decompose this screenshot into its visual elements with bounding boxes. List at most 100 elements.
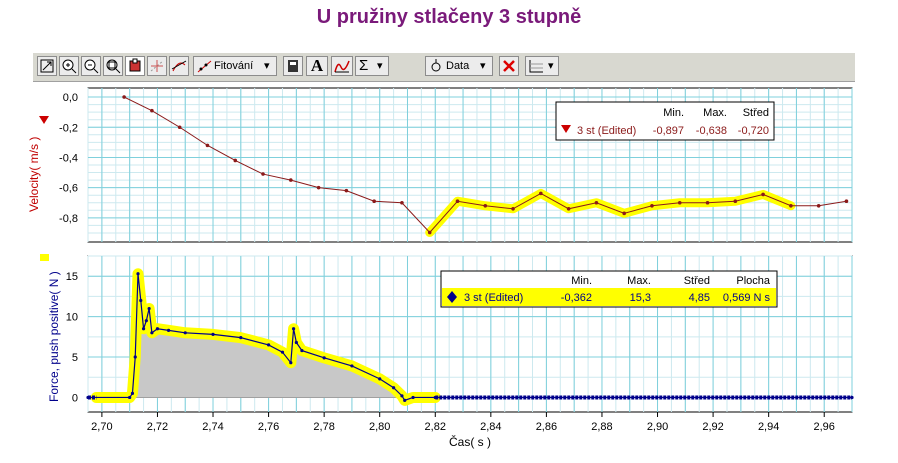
examine-icon[interactable] [125, 56, 145, 76]
velocity-data-point [594, 200, 599, 205]
x-tick-label: 2,70 [91, 421, 112, 433]
force-data-point [130, 391, 135, 396]
force-series [86, 272, 854, 402]
velocity-data-point [705, 200, 710, 205]
force-data-point [291, 327, 296, 331]
force-data-point [166, 328, 171, 332]
curve-fit-label: Fitování [214, 60, 254, 72]
y-tick-label: 5 [72, 352, 78, 364]
legend-value-mean: 4,85 [689, 292, 710, 304]
legend-header-mean: Střed [684, 275, 710, 287]
velocity-series-marker-icon [39, 116, 49, 124]
velocity-data-point [372, 199, 376, 204]
force-data-point [400, 394, 404, 398]
chevron-down-icon: ▾ [480, 60, 486, 72]
velocity-data-point [511, 206, 515, 211]
legend-value-max: -0,638 [696, 125, 727, 137]
legend-header-min: Min. [663, 107, 684, 119]
curve-fit-button[interactable]: Fitování ▾ [193, 56, 277, 76]
force-legend[interactable]: Min. Max. Střed Plocha 3 st (Edited) -0,… [440, 270, 778, 308]
x-tick-label: 2,96 [814, 421, 835, 433]
interpolate-icon[interactable] [147, 56, 167, 76]
force-y-tick-labels: 15 10 5 0 [66, 271, 78, 404]
force-data-point [147, 306, 151, 311]
x-tick-label: 2,88 [591, 421, 612, 433]
graph-toolbar: Fitování ▾ A Σ ▾ Data ▾ ▾ [33, 52, 855, 82]
force-series-marker-highlight [40, 254, 49, 261]
force-data-point [280, 350, 285, 354]
velocity-data-point [205, 143, 210, 148]
statistics-button[interactable]: Σ ▾ [355, 56, 389, 76]
graph-options-icon [529, 60, 543, 73]
velocity-data-point [622, 211, 626, 216]
zoom-out-icon[interactable] [81, 56, 101, 76]
force-data-point [150, 331, 154, 335]
force-data-point [378, 377, 382, 381]
velocity-data-point [816, 203, 821, 208]
legend-value-max: 15,3 [630, 292, 651, 304]
force-data-point [850, 395, 854, 400]
y-tick-label: 0,0 [63, 92, 78, 104]
force-data-point [136, 272, 140, 276]
velocity-data-point [844, 199, 849, 204]
data-set-label: Data [446, 60, 470, 72]
velocity-data-point [566, 206, 571, 211]
velocity-data-point [455, 199, 460, 204]
graph-options-button[interactable]: ▾ [525, 56, 559, 76]
velocity-data-point [539, 191, 543, 196]
legend-value-area: 0,569 N s [723, 292, 771, 304]
force-data-point [133, 355, 137, 359]
autoscale-icon[interactable] [37, 56, 57, 76]
x-tick-label: 2,76 [258, 421, 279, 433]
time-x-axis-label: Čas( s ) [449, 434, 491, 449]
curve-fit-icon [197, 60, 212, 73]
remove-icon[interactable] [499, 56, 519, 76]
tangent-icon[interactable] [169, 56, 189, 76]
chevron-down-icon: ▾ [264, 60, 270, 72]
velocity-data-point [761, 192, 765, 197]
force-data-point [139, 298, 143, 303]
zoom-box-icon[interactable] [103, 56, 123, 76]
force-data-point [350, 364, 354, 368]
data-set-button[interactable]: Data ▾ [425, 56, 493, 76]
x-tick-label: 2,72 [147, 421, 168, 433]
x-tick-label: 2,80 [369, 421, 390, 433]
force-legend-highlight [442, 288, 776, 306]
legend-series-label: 3 st (Edited) [577, 125, 636, 137]
x-tick-label: 2,86 [536, 421, 557, 433]
force-data-point [289, 361, 293, 365]
y-tick-label: -0,8 [59, 213, 78, 225]
force-y-axis-label: Force, push positive( N ) [47, 271, 61, 402]
force-data-point [128, 395, 132, 400]
velocity-data-point [789, 203, 793, 208]
legend-value-min: -0,362 [561, 292, 592, 304]
velocity-legend-marker-icon [561, 125, 571, 133]
velocity-data-point [150, 108, 154, 113]
y-tick-label: 0 [72, 392, 78, 404]
force-data-point [211, 332, 215, 337]
integral-icon[interactable] [331, 56, 353, 76]
y-tick-label: 15 [66, 271, 78, 283]
annotation-icon[interactable]: A [306, 56, 328, 76]
x-tick-label: 2,74 [202, 421, 223, 433]
force-data-point [322, 356, 326, 360]
page-title: U pružiny stlačeny 3 stupně [316, 6, 582, 28]
stats-calculator-icon[interactable] [283, 56, 303, 76]
zoom-in-icon[interactable] [59, 56, 79, 76]
velocity-data-point [177, 125, 182, 130]
velocity-y-tick-labels: 0,0 -0,2 -0,4 -0,6 -0,8 [59, 92, 78, 225]
velocity-data-point [233, 158, 238, 163]
velocity-data-point [483, 203, 488, 208]
x-tick-label: 2,90 [647, 421, 668, 433]
x-tick-label: 2,78 [313, 421, 334, 433]
velocity-data-point [261, 172, 265, 176]
force-data-point [294, 340, 298, 345]
force-data-point [266, 343, 271, 347]
legend-header-max: Max. [703, 107, 727, 119]
velocity-series [122, 95, 849, 235]
velocity-legend[interactable]: Min. Max. Střed 3 st (Edited) -0,897 -0,… [555, 101, 775, 141]
x-tick-label: 2,92 [702, 421, 723, 433]
chevron-down-icon: ▾ [377, 60, 383, 72]
force-data-point [144, 319, 148, 323]
